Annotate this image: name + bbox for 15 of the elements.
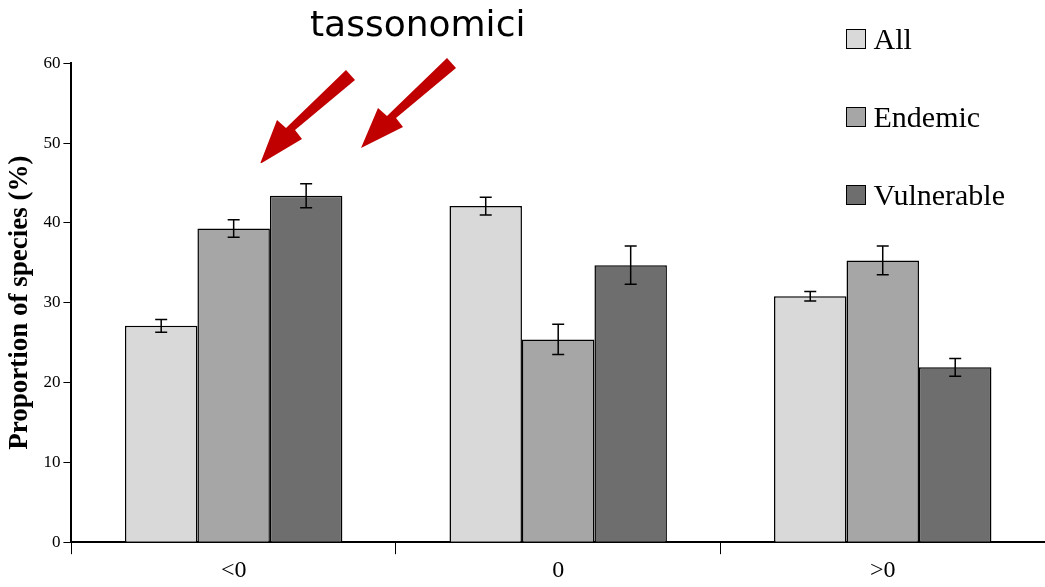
- y-tick-label: 30: [43, 292, 61, 312]
- y-tick-label: 0: [51, 531, 61, 551]
- y-tick-label: 60: [43, 52, 61, 72]
- y-tick-label: 20: [43, 372, 61, 391]
- x-tick-label: <0: [220, 555, 247, 582]
- y-tick-label: 10: [43, 451, 61, 471]
- y-axis-title: Proportion of species (%): [3, 155, 34, 450]
- x-tick-label: >0: [869, 555, 896, 582]
- x-tick-label: 0: [552, 555, 565, 582]
- legend-label: Vulnerable: [873, 177, 1005, 213]
- y-tick-label: 40: [43, 212, 61, 232]
- y-tick-label: 50: [43, 132, 61, 152]
- text: tassonomici: [310, 2, 526, 46]
- legend-label: Endemic: [873, 99, 981, 135]
- legend-label: All: [873, 21, 912, 57]
